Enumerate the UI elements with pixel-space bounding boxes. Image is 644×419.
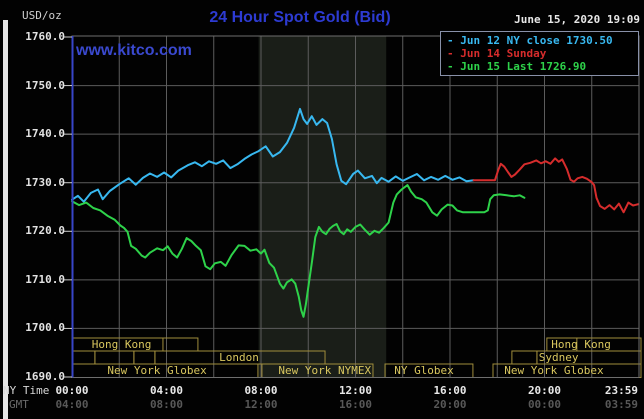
x-axis-label-ny: 04:00 <box>149 384 184 397</box>
y-axis-label: 1750.0 <box>25 78 65 92</box>
y-axis-label: 1690.0 <box>25 370 65 383</box>
x-axis-label-gmt: 03:59 <box>604 398 638 411</box>
x-axis-label-ny: 00:00 <box>55 384 89 397</box>
price-line-jun12 <box>71 107 475 203</box>
x-axis-label-ny: 12:00 <box>338 384 373 397</box>
session-label-ny-globex: NY Globex <box>394 364 454 377</box>
session-label-london: London <box>219 351 259 364</box>
y-axis-label: 1730.0 <box>25 175 65 189</box>
legend-entry-jun12: - Jun 12 NY close 1730.50 <box>447 34 613 47</box>
session-label-new-york-globex: New York Globex <box>107 364 207 377</box>
x-axis-label-ny: 08:00 <box>244 384 278 397</box>
y-axis-unit-label: USD/oz <box>22 9 62 22</box>
x-axis-label-gmt: 20:00 <box>433 398 467 411</box>
legend: - Jun 12 NY close 1730.50 - Jun 14 Sunda… <box>440 31 639 76</box>
x-axis-label-ny: 16:00 <box>433 384 467 397</box>
x-axis-label-ny: 23:59 <box>604 384 638 397</box>
session-label-hong-kong: Hong Kong <box>91 338 152 351</box>
session-box <box>71 350 96 365</box>
y-axis-label: 1700.0 <box>25 321 65 335</box>
x-axis-label-gmt: 12:00 <box>244 398 278 411</box>
chart-title: 24 Hour Spot Gold (Bid) <box>209 9 391 26</box>
price-line-jun15 <box>71 184 526 318</box>
y-axis-label: 1710.0 <box>25 272 65 286</box>
y-axis-label: 1760.0 <box>25 30 65 43</box>
y-axis-label: 1720.0 <box>25 224 65 238</box>
legend-dash-jun14: - <box>447 47 454 60</box>
x-axis-label-gmt: 04:00 <box>55 398 89 411</box>
legend-entry-jun14: - Jun 14 Sunday <box>447 47 547 60</box>
x-axis-ny-time-caption: NY Time <box>3 384 50 397</box>
x-axis-label-gmt: 00:00 <box>527 398 562 411</box>
session-box <box>94 350 135 365</box>
session-box <box>511 350 538 365</box>
session-label-new-york-globex: New York Globex <box>504 364 604 377</box>
date-time-stamp: June 15, 2020 19:09 <box>514 13 640 26</box>
left-edge-strip <box>3 20 8 419</box>
x-axis-gmt-caption: GMT <box>9 398 29 411</box>
nymex-session-band <box>258 36 387 378</box>
session-label-new-york-nymex: New York NYMEX <box>278 364 372 377</box>
x-axis-label-gmt: 08:00 <box>149 398 184 411</box>
x-axis-label-ny: 20:00 <box>527 384 562 397</box>
legend-dash-jun15: - <box>447 60 454 73</box>
session-label-sydney: Sydney <box>538 351 579 364</box>
price-line-jun14 <box>472 157 640 214</box>
y-axis-label: 1740.0 <box>25 127 65 141</box>
session-box <box>133 350 156 365</box>
kitco-watermark: www.kitco.com <box>76 42 192 59</box>
x-axis-label-gmt: 16:00 <box>338 398 373 411</box>
legend-dash-jun12: - <box>447 34 454 47</box>
session-label-hong-kong: Hong Kong <box>551 338 611 351</box>
legend-entry-jun15: - Jun 15 Last 1726.90 <box>447 60 587 73</box>
